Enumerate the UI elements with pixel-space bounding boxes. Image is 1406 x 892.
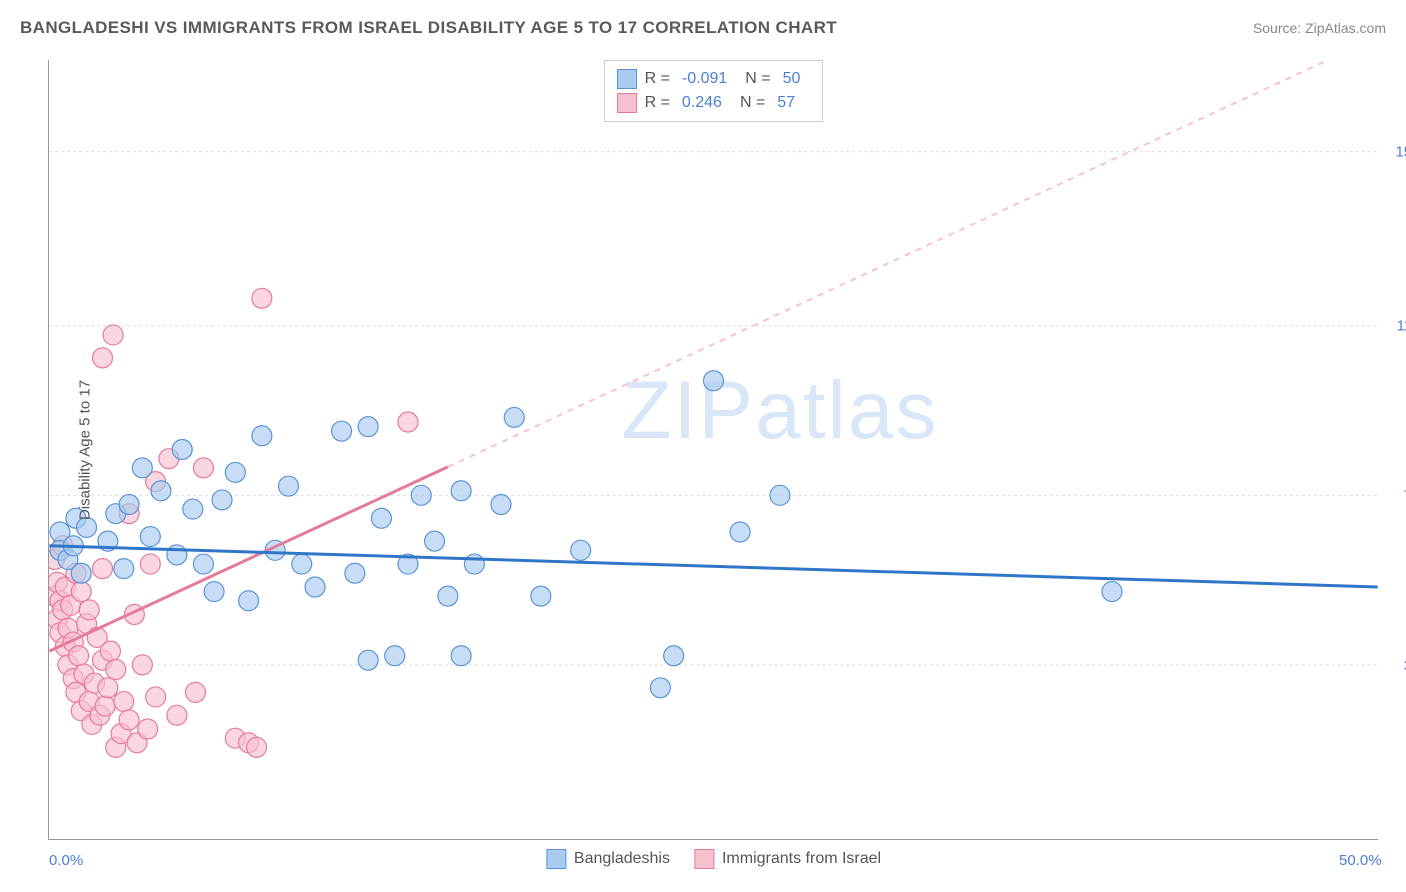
chart-area: ZIPatlas Disability Age 5 to 17 R = -0.0…	[48, 60, 1378, 840]
r-label: R =	[645, 94, 670, 112]
legend-row-blue: R = -0.091 N = 50	[617, 67, 811, 91]
swatch-pink	[694, 849, 714, 869]
legend-row-pink: R = 0.246 N = 57	[617, 91, 811, 115]
legend-item-blue: Bangladeshis	[546, 849, 670, 869]
swatch-pink	[617, 93, 637, 113]
n-label: N =	[745, 70, 770, 88]
legend-label-blue: Bangladeshis	[574, 850, 670, 868]
y-axis-label: Disability Age 5 to 17	[77, 379, 94, 519]
chart-title: BANGLADESHI VS IMMIGRANTS FROM ISRAEL DI…	[20, 18, 837, 38]
legend-item-pink: Immigrants from Israel	[694, 849, 881, 869]
stats-legend: R = -0.091 N = 50 R = 0.246 N = 57	[604, 60, 824, 122]
n-label: N =	[740, 94, 765, 112]
n-value-pink: 57	[777, 94, 795, 112]
n-value-blue: 50	[783, 70, 801, 88]
scatter-plot	[49, 60, 1378, 839]
swatch-blue	[617, 69, 637, 89]
y-tick-label: 11.2%	[1397, 318, 1406, 335]
x-tick-label: 0.0%	[49, 852, 83, 869]
r-label: R =	[645, 70, 670, 88]
source-label: Source: ZipAtlas.com	[1253, 20, 1386, 36]
series-legend: Bangladeshis Immigrants from Israel	[546, 849, 881, 869]
y-tick-label: 15.0%	[1395, 143, 1406, 160]
r-value-blue: -0.091	[682, 70, 727, 88]
swatch-blue	[546, 849, 566, 869]
legend-label-pink: Immigrants from Israel	[722, 850, 881, 868]
r-value-pink: 0.246	[682, 94, 722, 112]
x-tick-label: 50.0%	[1339, 852, 1382, 869]
